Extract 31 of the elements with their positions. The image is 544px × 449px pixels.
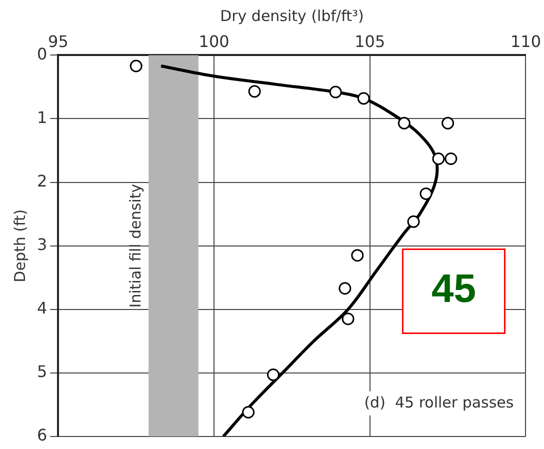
point (242, 406, 255, 419)
point (420, 187, 432, 200)
point (329, 86, 342, 98)
y-tick-label: 2 (36, 171, 48, 190)
annotation: (d) 45 roller passes (364, 393, 514, 412)
x-axis-title: Dry density (lbf/ft³) (220, 6, 364, 25)
point (444, 152, 458, 166)
point (432, 152, 445, 166)
point (267, 368, 280, 382)
x-tick-label: 110 (510, 32, 542, 51)
point (248, 85, 261, 98)
y-tick-label: 0 (36, 44, 48, 64)
x-tick-label: 105 (354, 32, 386, 51)
y-axis-title: Depth (ft) (10, 209, 29, 282)
y-tick-label: 1 (36, 108, 48, 127)
point (442, 116, 454, 130)
y-tick-label: 5 (36, 362, 48, 382)
point (398, 116, 410, 130)
y-tick-label: 3 (36, 234, 48, 254)
point (130, 60, 142, 72)
y-tick-label: 4 (36, 298, 48, 318)
point (357, 92, 370, 105)
annotation: 45 (431, 267, 476, 312)
point (342, 312, 354, 326)
point (338, 282, 352, 295)
band-label: Initial fill density (126, 184, 144, 308)
x-tick-label: 95 (48, 32, 68, 51)
x-tick-label: 100 (198, 32, 230, 51)
point (407, 215, 420, 228)
point (351, 249, 364, 262)
y-tick-label: 6 (36, 426, 48, 445)
